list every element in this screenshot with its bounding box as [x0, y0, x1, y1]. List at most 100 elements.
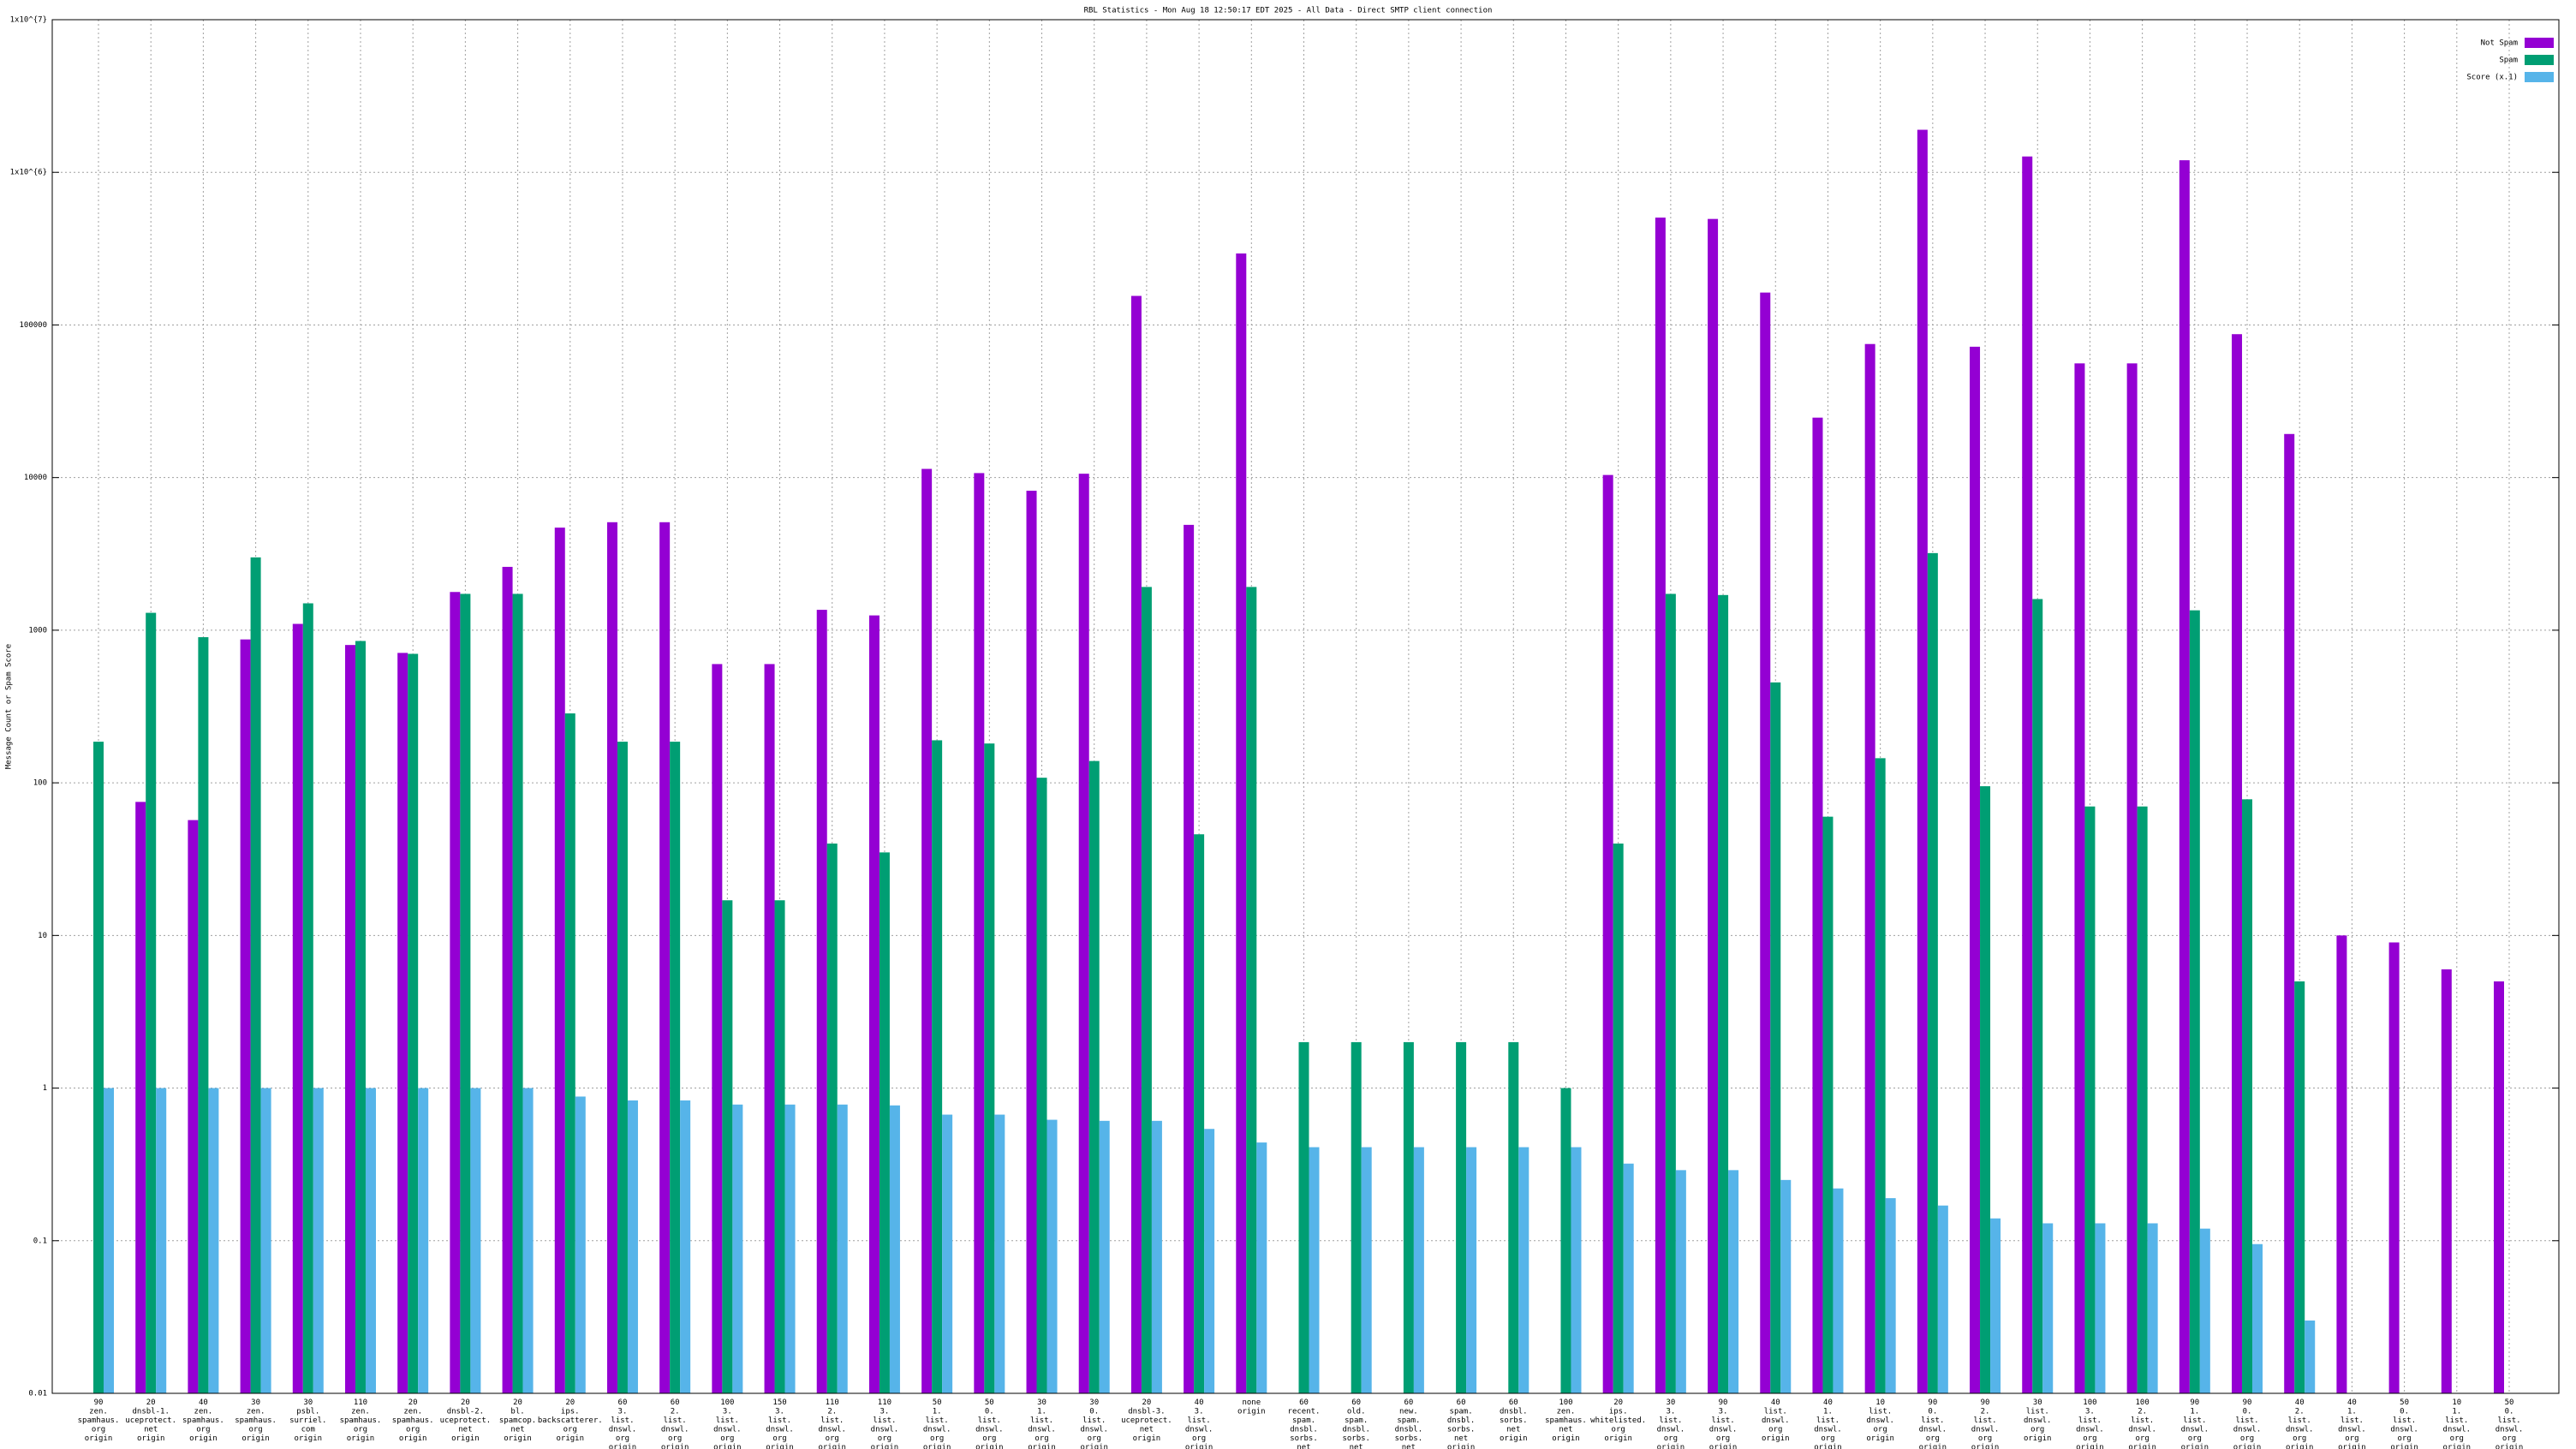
x-tick-label-line: origin — [2286, 1443, 2314, 1449]
x-tick-label-line: 90 — [1719, 1398, 1728, 1407]
x-tick-label-line: spamhaus. — [235, 1416, 277, 1425]
bar — [1623, 1163, 1634, 1393]
x-tick-label-line: origin — [189, 1434, 218, 1443]
x-tick-label-line: dnswl. — [975, 1425, 1004, 1434]
bar — [921, 468, 933, 1394]
bar — [302, 603, 313, 1393]
x-tick-label-line: 0. — [1089, 1407, 1099, 1416]
x-tick-label-line: 3. — [1719, 1407, 1728, 1416]
x-tick-label-line: 1. — [1037, 1407, 1046, 1416]
x-tick-label-line: dnsbl-1. — [133, 1407, 170, 1416]
bar — [2074, 363, 2085, 1393]
x-tick-label-line: dnswl. — [609, 1425, 637, 1434]
x-tick-label-line: list. — [2078, 1416, 2102, 1425]
bar — [1256, 1142, 1267, 1393]
bar — [355, 641, 366, 1393]
x-tick-label-line: 3. — [618, 1407, 628, 1416]
bar — [575, 1096, 586, 1393]
x-tick-label-line: dnswl. — [2496, 1425, 2524, 1434]
x-tick-label-line: 50 — [985, 1398, 994, 1407]
x-tick-label-line: origin — [1500, 1434, 1528, 1443]
x-tick-label-line: list. — [1082, 1416, 1106, 1425]
bar — [104, 1088, 114, 1393]
bar — [1571, 1147, 1582, 1393]
x-tick-label-line: net — [1297, 1443, 1310, 1449]
bar — [889, 1105, 900, 1393]
x-tick-label: 40 1. list. dnswl. org origin — [1814, 1398, 1842, 1449]
x-tick-label-line: 60 — [1299, 1398, 1309, 1407]
x-tick-label-line: list. — [1921, 1416, 1944, 1425]
x-tick-label: 40 1. list. dnswl. org origin — [2338, 1398, 2366, 1449]
x-tick-label-line: backscatterer. — [538, 1416, 603, 1425]
bar — [1413, 1147, 1424, 1393]
legend-swatch — [2525, 55, 2554, 65]
y-tick-label: 1 — [43, 1084, 47, 1093]
x-tick-label-line: list. — [1816, 1416, 1840, 1425]
x-tick-label-line: origin — [713, 1443, 742, 1449]
x-tick-label-line: spam. — [1397, 1416, 1420, 1425]
legend-swatch — [2525, 72, 2554, 82]
bar — [1099, 1120, 1110, 1393]
x-tick-label: none origin — [1237, 1398, 1266, 1416]
y-tick-label: 0.01 — [28, 1390, 47, 1398]
y-tick-label: 1x10^{6} — [10, 169, 47, 177]
x-tick-label: 90 0. list. dnswl. org origin — [1919, 1398, 1947, 1449]
bar — [2084, 806, 2096, 1393]
x-tick-label-line: ips. — [1609, 1407, 1628, 1416]
x-tick-label-line: list. — [978, 1416, 1001, 1425]
x-tick-label-line: org — [1664, 1434, 1678, 1443]
x-tick-label-line: org — [668, 1434, 682, 1443]
x-tick-label: 30 0. list. dnswl. org origin — [1080, 1398, 1108, 1449]
x-tick-label-line: origin — [661, 1443, 689, 1449]
bar — [1980, 786, 1991, 1393]
x-tick-label-line: spam. — [1292, 1416, 1315, 1425]
x-tick-label-line: sorbs. — [1395, 1434, 1423, 1443]
bar — [879, 852, 890, 1393]
x-tick-label-line: origin — [504, 1434, 532, 1443]
bar — [1822, 816, 1834, 1393]
bar — [722, 900, 733, 1393]
x-tick-label-line: list. — [716, 1416, 739, 1425]
bar — [1194, 834, 1205, 1393]
bar — [1970, 346, 1981, 1393]
bar — [1780, 1179, 1792, 1393]
x-tick-label-line: org — [2083, 1434, 2096, 1443]
x-tick-label-line: list. — [2288, 1416, 2311, 1425]
x-tick-label-line: net — [1454, 1434, 1468, 1443]
x-tick-label-line: 1. — [2190, 1407, 2199, 1416]
x-tick-label-line: list. — [2497, 1416, 2520, 1425]
x-tick-label-line: dnswl. — [766, 1425, 794, 1434]
bar — [816, 610, 827, 1393]
y-tick-label: 0.1 — [33, 1237, 47, 1245]
legend-label: Score (x.1) — [2466, 74, 2518, 82]
x-tick-label-line: 0. — [1928, 1407, 1937, 1416]
x-tick-label: 100 zen. spamhaus. net origin — [1545, 1398, 1587, 1443]
bar — [1812, 417, 1823, 1394]
x-tick-label-line: origin — [347, 1434, 375, 1443]
x-tick-label-line: dnswl. — [2233, 1425, 2262, 1434]
bar — [680, 1100, 691, 1393]
x-tick-label-line: 50 — [2505, 1398, 2514, 1407]
x-tick-label-line: list. — [2340, 1416, 2364, 1425]
x-tick-label-line: org — [878, 1434, 891, 1443]
x-tick-label: 20 ips. whitelisted. org origin — [1590, 1398, 1646, 1443]
x-tick-label-line: zen. — [351, 1407, 370, 1416]
x-tick-label-line: 30 — [303, 1398, 313, 1407]
x-tick-label-line: org — [1612, 1425, 1625, 1434]
bar — [2095, 1223, 2106, 1393]
bar — [617, 742, 628, 1393]
x-tick-label: 150 3. list. dnswl. org origin — [766, 1398, 794, 1449]
bar — [93, 742, 104, 1393]
x-tick-label-line: dnsbl. — [1500, 1407, 1528, 1416]
x-tick-label-line: 60 — [1404, 1398, 1413, 1407]
x-tick-label-line: origin — [1971, 1443, 2000, 1449]
x-tick-label: 50 1. list. dnswl. org origin — [923, 1398, 951, 1449]
bar — [1184, 524, 1195, 1393]
x-tick-label: 100 3. list. dnswl. org origin — [2076, 1398, 2104, 1449]
x-tick-label-line: dnswl. — [2128, 1425, 2156, 1434]
x-tick-label: 40 3. list. dnswl. org origin — [1185, 1398, 1213, 1449]
bar — [826, 844, 838, 1393]
x-tick-label-line: 40 — [1771, 1398, 1780, 1407]
x-tick-label-line: dnsbl. — [1290, 1425, 1318, 1434]
